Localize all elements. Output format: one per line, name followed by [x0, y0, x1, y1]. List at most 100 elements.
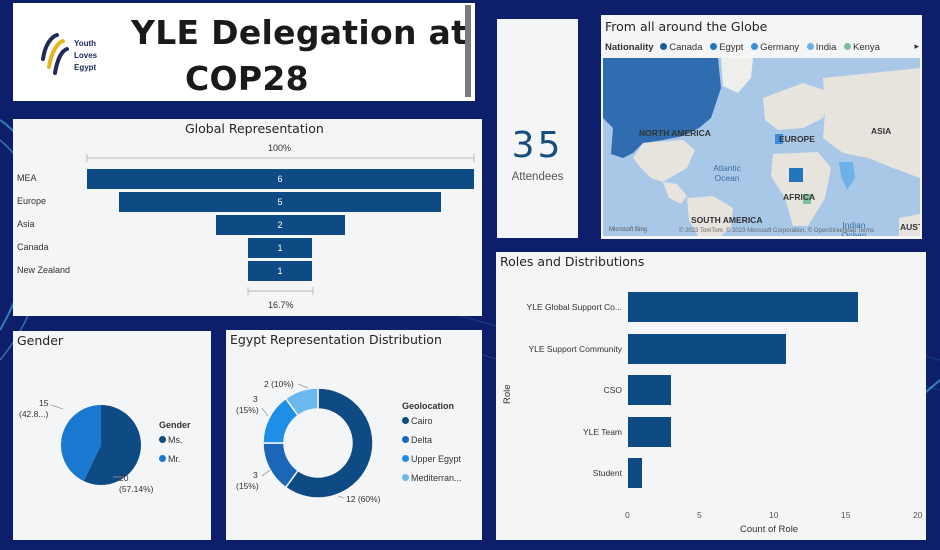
- map-label-africa: AFRICA: [783, 192, 816, 202]
- world-map-shapes: [603, 58, 920, 236]
- egypt-label-med: 2 (10%): [264, 379, 294, 389]
- legend-item-germany[interactable]: Germany: [751, 42, 799, 53]
- roles-distribution-card[interactable]: Roles and Distributions Role Count of Ro…: [496, 252, 926, 540]
- funnel-bracket-lines: [86, 154, 475, 295]
- leader-line: [337, 495, 345, 499]
- funnel-category-label: MEA: [17, 173, 37, 183]
- germany-region[interactable]: [775, 134, 783, 144]
- funnel-category-label: Canada: [17, 242, 49, 252]
- role-category-label: YLE Support Community: [528, 343, 622, 354]
- funnel-category-label: Asia: [17, 219, 35, 229]
- gender-legend-mr[interactable]: Mr.: [159, 454, 181, 464]
- role-bar[interactable]: [628, 333, 787, 364]
- egypt-slice-mediterran[interactable]: [284, 387, 319, 417]
- egypt-slice-cairo[interactable]: [284, 387, 374, 499]
- map-legend: Nationality Canada Egypt Germany India K…: [605, 42, 885, 53]
- funnel-category-label: New Zealand: [17, 265, 71, 275]
- egypt-distribution-card[interactable]: Egypt Representation Distribution 2 (10%…: [226, 330, 482, 540]
- legend-item-egypt[interactable]: Egypt: [710, 42, 743, 53]
- map-label-south-america: SOUTH AMERICA: [691, 215, 763, 225]
- map-label-atlantic: Atlantic Ocean: [713, 163, 741, 183]
- legend-item-canada[interactable]: Canada: [660, 42, 702, 53]
- gender-label-ms: 20 (57.14%): [119, 473, 154, 494]
- gender-pie-card[interactable]: Gender 15 (42.8...) 20 (57.14%) Gender M…: [13, 331, 211, 540]
- gender-label-mr: 15 (42.8...): [19, 398, 49, 419]
- map-label-indian: Indian Ocean: [841, 220, 867, 236]
- central-america-region: [663, 182, 687, 204]
- europe-region: [763, 83, 833, 130]
- kenya-region[interactable]: [803, 194, 811, 204]
- role-category-label: Student: [592, 468, 622, 478]
- egypt-label-cairo: 12 (60%): [346, 494, 381, 504]
- map-title: From all around the Globe: [605, 19, 768, 34]
- map-label-australia: AUST: [900, 222, 920, 232]
- funnel-bar[interactable]: 1: [247, 261, 313, 281]
- map-label-asia: ASIA: [871, 126, 892, 136]
- funnel-bar[interactable]: 1: [247, 238, 313, 258]
- kpi-value: 35: [511, 125, 564, 166]
- egypt-legend-title: Geolocation: [402, 401, 455, 411]
- leader-line: [261, 407, 269, 417]
- funnel-title: Global Representation: [185, 121, 324, 136]
- funnel-category-label: Europe: [17, 196, 47, 206]
- map-label-europe: EUROPE: [779, 134, 815, 144]
- attendees-kpi-card[interactable]: 35 Attendees: [497, 19, 578, 238]
- logo-line-1: Youth: [74, 39, 97, 48]
- egypt-label-upper: 3 (15%): [236, 394, 259, 415]
- kpi-label: Attendees: [511, 171, 564, 183]
- gender-slice-ms[interactable]: [83, 405, 141, 485]
- egypt-legend-mediterranean[interactable]: Mediterran...: [402, 473, 462, 483]
- map-copyright: © 2023 TomTom, © 2023 Microsoft Corporat…: [679, 228, 875, 234]
- legend-next-arrow-icon[interactable]: ▸: [914, 41, 919, 51]
- map-label-north-america: NORTH AMERICA: [639, 128, 711, 138]
- x-axis-tick-label: 10: [769, 510, 779, 520]
- legend-item-india[interactable]: India: [806, 42, 836, 53]
- funnel-bar[interactable]: 6: [86, 169, 474, 189]
- header-panel: Youth Loves Egypt YLE Delegation at COP2…: [13, 3, 475, 101]
- roles-x-axis-label: Count of Role: [740, 524, 799, 535]
- logo-mark-icon: [41, 33, 69, 75]
- gender-slice-mr[interactable]: [61, 405, 101, 482]
- leader-line: [50, 404, 64, 410]
- world-map[interactable]: NORTH AMERICA EUROPE ASIA AFRICA SOUTH A…: [603, 58, 920, 236]
- role-category-label: YLE Global Support Co...: [526, 302, 622, 312]
- egypt-legend-upper-egypt[interactable]: Upper Egypt: [402, 454, 461, 464]
- egypt-legend-cairo[interactable]: Cairo: [402, 416, 433, 426]
- role-bar[interactable]: [628, 375, 672, 405]
- india-region[interactable]: [839, 162, 855, 190]
- youth-loves-egypt-logo: Youth Loves Egypt: [27, 11, 111, 95]
- page-title-line-1: YLE Delegation at: [131, 13, 468, 52]
- egypt-legend-delta[interactable]: Delta: [402, 435, 432, 445]
- funnel-bar[interactable]: 2: [215, 215, 345, 235]
- gender-title: Gender: [17, 333, 64, 348]
- x-axis-tick-label: 15: [841, 510, 851, 520]
- leader-line: [297, 383, 309, 389]
- logo-line-2: Loves: [74, 51, 98, 60]
- map-legend-title: Nationality: [605, 42, 654, 53]
- page-title-line-2: COP28: [185, 59, 309, 98]
- gender-legend-ms[interactable]: Ms.: [159, 435, 183, 445]
- role-bar[interactable]: [628, 292, 859, 322]
- australia-region: [899, 214, 920, 236]
- funnel-top-percent: 100%: [268, 143, 292, 153]
- gender-pie[interactable]: [13, 331, 211, 540]
- global-representation-funnel[interactable]: Global Representation 100% 16.7% MEA 6 Eur…: [13, 119, 482, 316]
- logo-line-3: Egypt: [74, 63, 97, 72]
- canada-region[interactable]: [603, 58, 721, 158]
- egypt-label-delta: 3 (15%): [236, 470, 259, 491]
- egypt-donut[interactable]: [226, 330, 482, 540]
- legend-item-kenya[interactable]: Kenya: [844, 42, 880, 53]
- map-visual[interactable]: From all around the Globe Nationality Ca…: [601, 15, 922, 239]
- egypt-title: Egypt Representation Distribution: [230, 332, 442, 347]
- south-america-region: [687, 196, 733, 236]
- role-category-label: YLE Team: [582, 426, 622, 437]
- gender-legend-title: Gender: [159, 420, 191, 430]
- egypt-region[interactable]: [789, 168, 803, 182]
- role-category-label: CSO: [603, 385, 622, 395]
- role-bar[interactable]: [628, 458, 643, 488]
- header-scrollbar[interactable]: [465, 5, 471, 97]
- bing-logo: Microsoft Bing: [609, 227, 648, 233]
- roles-y-axis-label: Role: [502, 384, 513, 404]
- funnel-bar[interactable]: 5: [118, 192, 442, 212]
- role-bar[interactable]: [628, 416, 672, 447]
